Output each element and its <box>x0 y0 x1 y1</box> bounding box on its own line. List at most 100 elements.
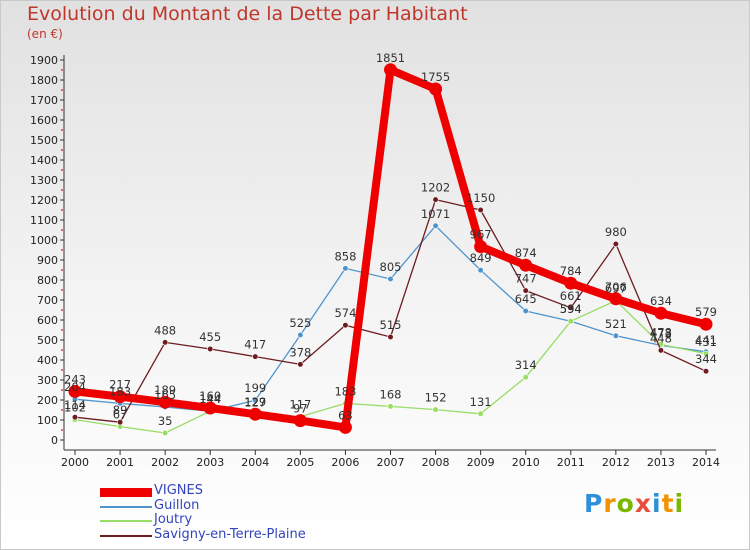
y-tick-label: 500 <box>37 334 58 347</box>
y-minor-tick <box>61 169 63 171</box>
data-label: 183 <box>109 384 131 398</box>
data-label: 784 <box>560 264 582 278</box>
series-vignes <box>68 63 713 434</box>
data-label: 63 <box>338 408 353 422</box>
data-label: 67 <box>113 408 128 422</box>
y-minor-tick <box>61 109 63 111</box>
x-tick-label: 2011 <box>557 456 585 469</box>
data-point <box>519 258 533 272</box>
data-label: 473 <box>650 326 672 340</box>
data-label: 131 <box>470 395 492 409</box>
legend-swatch <box>100 505 152 508</box>
data-point <box>702 368 710 375</box>
data-label: 634 <box>650 294 672 308</box>
data-label: 747 <box>515 272 537 286</box>
y-tick-label: 1200 <box>30 194 58 207</box>
legend-swatch <box>100 487 152 497</box>
data-label: 661 <box>560 289 582 303</box>
logo-letter: x <box>634 489 652 518</box>
y-tick-label: 600 <box>37 314 58 327</box>
chart-unit-label: (en €) <box>27 27 63 41</box>
data-label: 455 <box>199 330 221 344</box>
y-minor-tick <box>61 389 63 391</box>
legend-swatch <box>100 534 152 537</box>
data-point <box>338 420 352 434</box>
data-label: 378 <box>289 345 311 359</box>
data-label: 344 <box>695 352 717 366</box>
y-tick-label: 700 <box>37 294 58 307</box>
y-minor-tick <box>61 69 63 71</box>
y-minor-tick <box>61 409 63 411</box>
logo-letter: i <box>674 489 685 518</box>
data-point <box>252 353 259 360</box>
data-label: 579 <box>695 305 717 319</box>
data-point <box>68 384 82 398</box>
y-minor-tick <box>61 149 63 151</box>
data-label: 805 <box>380 260 402 274</box>
data-point <box>699 317 713 331</box>
y-minor-tick <box>61 189 63 191</box>
data-label: 706 <box>605 280 627 294</box>
data-label: 189 <box>154 383 176 397</box>
proxiti-logo: Proxiti <box>584 489 684 518</box>
x-tick-label: 2010 <box>512 456 540 469</box>
x-tick-label: 2005 <box>286 456 314 469</box>
data-label: 697 <box>605 282 627 296</box>
data-label: 165 <box>154 388 176 402</box>
y-minor-tick <box>61 289 63 291</box>
data-label: 645 <box>515 292 537 306</box>
data-point <box>116 419 124 426</box>
data-label: 441 <box>695 333 717 347</box>
data-point <box>384 63 397 77</box>
y-minor-tick <box>61 89 63 91</box>
data-point <box>429 82 443 96</box>
y-minor-tick <box>61 349 63 351</box>
y-tick-label: 200 <box>37 394 58 407</box>
data-point <box>207 345 214 353</box>
y-tick-label: 800 <box>37 274 58 287</box>
chart-series <box>68 63 713 437</box>
data-point <box>158 395 172 409</box>
data-label: 144 <box>199 392 221 406</box>
legend-label: Guillon <box>154 497 200 513</box>
legend-label: Savigny-en-Terre-Plaine <box>154 526 306 542</box>
y-tick-label: 1500 <box>30 134 58 147</box>
legend-swatch <box>100 520 152 523</box>
data-label: 858 <box>334 249 356 263</box>
y-tick-label: 300 <box>37 374 58 387</box>
data-label: 168 <box>380 387 402 401</box>
data-label: 204 <box>64 380 86 394</box>
logo-letter: i <box>652 489 662 518</box>
y-tick-label: 1300 <box>30 174 58 187</box>
data-label: 515 <box>380 318 402 332</box>
data-label: 117 <box>289 398 311 412</box>
data-label: 217 <box>109 378 131 392</box>
data-label: 574 <box>334 306 356 320</box>
data-point <box>71 414 79 421</box>
data-label: 594 <box>560 302 582 316</box>
data-point <box>612 240 619 248</box>
x-tick-label: 2006 <box>331 456 359 469</box>
x-tick-label: 2013 <box>647 456 675 469</box>
data-point <box>113 390 127 404</box>
y-minor-tick <box>61 429 63 431</box>
y-tick-label: 0 <box>51 434 58 447</box>
data-point <box>297 331 304 339</box>
y-tick-label: 1400 <box>30 154 58 167</box>
data-point <box>342 265 349 272</box>
y-tick-label: 1800 <box>30 74 58 87</box>
data-point <box>564 276 578 290</box>
data-point <box>477 410 484 417</box>
y-tick-label: 1600 <box>30 114 58 127</box>
series-guillon <box>71 222 710 415</box>
data-label: 183 <box>334 384 356 398</box>
y-minor-tick <box>61 209 63 211</box>
data-point <box>522 374 529 381</box>
data-point <box>567 318 574 325</box>
data-label: 1071 <box>421 207 450 221</box>
data-point <box>203 401 217 415</box>
y-minor-tick <box>61 229 63 231</box>
data-label: 89 <box>113 403 128 417</box>
data-label: 97 <box>293 402 308 416</box>
